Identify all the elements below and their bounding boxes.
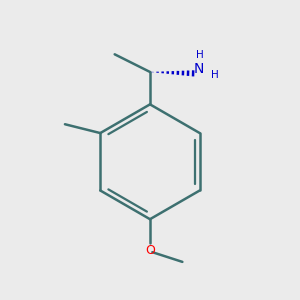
Text: N: N xyxy=(194,62,204,76)
Text: O: O xyxy=(145,244,155,257)
Text: H: H xyxy=(211,70,218,80)
Text: H: H xyxy=(196,50,204,60)
